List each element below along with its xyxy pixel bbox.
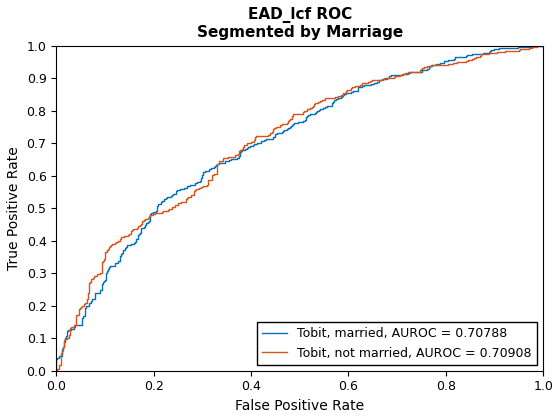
Tobit, not married, AUROC = 0.70908 <box>88 276 95 281</box>
Tobit, not married, AUROC = 0.70908 <box>53 368 59 373</box>
Tobit, married, AUROC = 0.70788 <box>63 335 69 340</box>
Tobit, not married, AUROC = 0.70908 <box>534 43 541 48</box>
Tobit, married, AUROC = 0.70788 <box>448 58 455 63</box>
X-axis label: False Positive Rate: False Positive Rate <box>235 399 364 413</box>
Tobit, married, AUROC = 0.70788 <box>53 368 59 373</box>
Tobit, not married, AUROC = 0.70908 <box>81 302 88 307</box>
Tobit, not married, AUROC = 0.70908 <box>357 83 363 88</box>
Tobit, not married, AUROC = 0.70908 <box>147 213 153 218</box>
Tobit, married, AUROC = 0.70788 <box>540 43 547 48</box>
Line: Tobit, not married, AUROC = 0.70908: Tobit, not married, AUROC = 0.70908 <box>56 46 543 371</box>
Tobit, not married, AUROC = 0.70908 <box>307 106 314 111</box>
Tobit, not married, AUROC = 0.70908 <box>217 159 224 164</box>
Y-axis label: True Positive Rate: True Positive Rate <box>7 146 21 270</box>
Line: Tobit, married, AUROC = 0.70788: Tobit, married, AUROC = 0.70788 <box>56 46 543 371</box>
Tobit, married, AUROC = 0.70788 <box>376 78 383 83</box>
Tobit, married, AUROC = 0.70788 <box>104 270 110 275</box>
Tobit, married, AUROC = 0.70788 <box>496 46 503 51</box>
Title: EAD_lcf ROC
Segmented by Marriage: EAD_lcf ROC Segmented by Marriage <box>197 7 403 40</box>
Tobit, married, AUROC = 0.70788 <box>403 72 410 77</box>
Tobit, married, AUROC = 0.70788 <box>537 43 544 48</box>
Tobit, not married, AUROC = 0.70908 <box>540 43 547 48</box>
Legend: Tobit, married, AUROC = 0.70788, Tobit, not married, AUROC = 0.70908: Tobit, married, AUROC = 0.70788, Tobit, … <box>258 322 537 365</box>
